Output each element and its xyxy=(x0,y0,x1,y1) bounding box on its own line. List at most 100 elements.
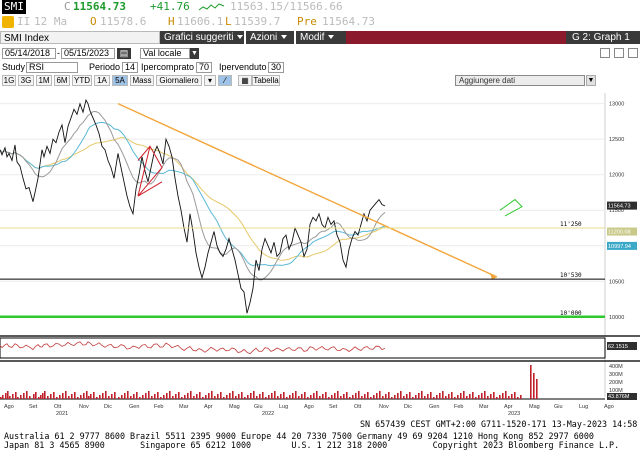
volume-bar xyxy=(277,396,279,399)
chevron-down-icon xyxy=(328,35,335,40)
volume-bar xyxy=(463,391,465,399)
chevron-down-icon[interactable]: ▼ xyxy=(586,75,596,86)
y-tick-label: 10500 xyxy=(609,279,624,285)
settings-icon[interactable] xyxy=(614,48,624,58)
volume-bar xyxy=(12,394,14,399)
volume-bar xyxy=(102,393,104,399)
moving-average-line xyxy=(0,137,386,261)
modif-label: Modif xyxy=(300,32,325,43)
date-from-field[interactable]: 05/14/2018 xyxy=(2,48,56,59)
volume-bar xyxy=(86,391,88,399)
tab-tabella[interactable]: Tabella xyxy=(252,75,280,86)
grafici-menu[interactable]: Grafici suggeriti xyxy=(160,31,244,44)
volume-bar xyxy=(385,394,387,399)
volume-bar xyxy=(478,395,480,399)
prev-label: Pre xyxy=(297,15,317,28)
tab-1a[interactable]: 1A xyxy=(94,75,110,86)
volume-bar xyxy=(208,393,210,399)
volume-bar xyxy=(9,396,11,399)
volume-bar xyxy=(448,394,450,399)
minimize-icon[interactable] xyxy=(600,48,610,58)
volume-bar xyxy=(337,391,339,399)
last-price: 11564.73 xyxy=(73,0,126,13)
volume-bar xyxy=(514,392,516,399)
volume-bar xyxy=(382,396,384,399)
volume-bar xyxy=(175,394,177,399)
volume-bar xyxy=(355,393,357,399)
volume-bar xyxy=(373,395,375,399)
volume-bar xyxy=(517,397,519,399)
volume-bar xyxy=(142,395,144,399)
table-icon[interactable]: ▦ xyxy=(238,75,252,86)
volume-icon[interactable] xyxy=(2,16,14,28)
volume-bar xyxy=(481,393,483,399)
volume-bar xyxy=(499,395,501,399)
volume-bar xyxy=(379,391,381,399)
x-tick-label: Mag xyxy=(229,404,240,410)
footer: SN 657439 CEST GMT+2:00 G711-1520-171 13… xyxy=(0,420,640,452)
price-tag-label: 11200.08 xyxy=(608,230,631,236)
tab-1m[interactable]: 1M xyxy=(36,75,52,86)
close-icon[interactable] xyxy=(628,48,638,58)
study-field[interactable]: RSI xyxy=(26,62,78,73)
volume-bar xyxy=(121,395,123,399)
quote-line: SMI C 11564.73 +41.76 11563.15/11566.66 xyxy=(0,0,640,14)
level-label: 10'530 xyxy=(560,272,582,279)
tab-giornaliero[interactable]: Giornaliero xyxy=(156,75,202,86)
volume-bar xyxy=(42,393,44,399)
graph-label[interactable]: G 2: Graph 1 xyxy=(566,31,640,44)
x-tick-label: Nov xyxy=(79,404,89,410)
tab-3g[interactable]: 3G xyxy=(18,75,34,86)
oversold-field[interactable]: 30 xyxy=(268,62,284,73)
volume-bar xyxy=(421,391,423,399)
x-tick-label: Gen xyxy=(429,404,439,410)
volume-bar xyxy=(190,391,192,399)
currency-select[interactable]: Val locale xyxy=(140,48,190,59)
ticker[interactable]: SMI xyxy=(2,0,26,14)
volume-bar xyxy=(88,396,90,399)
indicator-tag-label: 62.1515 xyxy=(608,344,628,350)
volume-bar xyxy=(111,394,113,399)
tab-5a[interactable]: 5A xyxy=(112,75,128,86)
volume-bar xyxy=(148,391,150,399)
period-field[interactable]: 14 xyxy=(122,62,138,73)
tab-mass[interactable]: Mass xyxy=(130,75,154,86)
tab-6m[interactable]: 6M xyxy=(54,75,70,86)
volume-bar xyxy=(391,397,393,399)
chevron-down-icon xyxy=(281,35,288,40)
volume-bar xyxy=(412,397,414,399)
chevron-down-icon[interactable]: ▾ xyxy=(204,75,216,86)
volume-bar xyxy=(511,394,513,399)
volume-bar xyxy=(235,396,237,399)
volume-bar xyxy=(238,394,240,399)
rsi-line xyxy=(0,341,386,355)
volume-bar xyxy=(376,393,378,399)
tab-1g[interactable]: 1G xyxy=(2,75,16,86)
chevron-down-icon[interactable]: ▼ xyxy=(190,48,199,59)
overbought-field[interactable]: 70 xyxy=(196,62,212,73)
red-wedge-annotation xyxy=(137,145,163,197)
volume-bar xyxy=(530,365,532,399)
volume-bar xyxy=(433,397,435,399)
volume-bar xyxy=(229,393,231,399)
volume-bar xyxy=(349,397,351,399)
x-tick-label: Mar xyxy=(179,404,189,410)
volume-bar xyxy=(487,396,489,399)
date-to-field[interactable]: 05/15/2023 xyxy=(61,48,115,59)
azioni-menu[interactable]: Azioni xyxy=(246,31,294,44)
calendar-icon[interactable]: ▤ xyxy=(117,48,131,59)
alert-bar xyxy=(346,31,566,44)
add-data-field[interactable]: Aggiungere dati xyxy=(455,75,585,86)
volume-tick-label: 100M xyxy=(609,388,623,394)
volume-bar xyxy=(127,391,129,399)
line-chart-icon[interactable]: ⁄ xyxy=(218,75,232,86)
modif-menu[interactable]: Modif xyxy=(296,31,346,44)
volume-bar xyxy=(50,394,52,399)
tab-ytd[interactable]: YTD xyxy=(72,75,92,86)
volume-bar xyxy=(322,394,324,399)
high-label: H xyxy=(168,15,175,28)
volume-bar xyxy=(313,393,315,399)
security-title[interactable]: SMI Index xyxy=(0,31,160,44)
indicator-tag xyxy=(607,342,637,350)
volume-bar xyxy=(469,394,471,399)
